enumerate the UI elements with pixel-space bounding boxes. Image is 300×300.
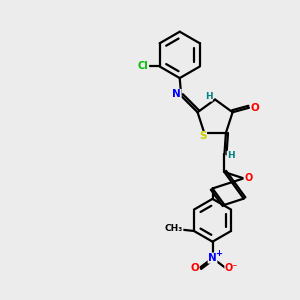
Text: O: O — [250, 103, 259, 113]
Text: Cl: Cl — [138, 61, 149, 71]
Text: S: S — [199, 131, 206, 141]
Text: N: N — [208, 253, 217, 263]
Text: +: + — [215, 249, 222, 258]
Text: O: O — [190, 262, 199, 272]
Text: CH₃: CH₃ — [165, 224, 183, 233]
Text: N: N — [172, 89, 181, 99]
Text: H: H — [227, 151, 235, 160]
Text: O⁻: O⁻ — [225, 262, 238, 272]
Text: O: O — [244, 173, 252, 183]
Text: H: H — [205, 92, 212, 101]
